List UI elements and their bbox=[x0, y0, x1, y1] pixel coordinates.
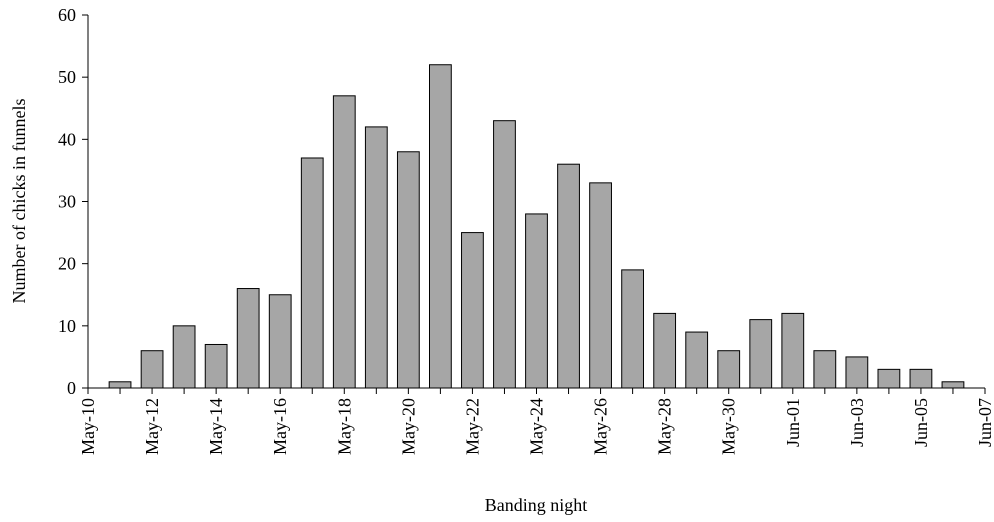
y-tick-label: 60 bbox=[58, 5, 76, 25]
bar bbox=[653, 312, 677, 389]
bar bbox=[300, 157, 324, 389]
bar bbox=[140, 350, 164, 389]
y-tick-label: 30 bbox=[58, 192, 76, 212]
x-tick-label: May-20 bbox=[398, 398, 418, 455]
bar bbox=[717, 350, 741, 389]
x-tick-label: May-14 bbox=[206, 398, 226, 455]
y-tick-label: 10 bbox=[58, 316, 76, 336]
x-tick-label: Jun-07 bbox=[975, 398, 994, 447]
x-tick-label: May-16 bbox=[270, 398, 290, 455]
bar bbox=[268, 294, 292, 389]
bar bbox=[621, 269, 644, 389]
bar bbox=[204, 343, 228, 389]
y-axis-title: Number of chicks in funnels bbox=[9, 99, 29, 304]
x-tick-label: May-26 bbox=[591, 398, 611, 455]
bar bbox=[685, 331, 709, 389]
bar bbox=[557, 163, 580, 389]
x-tick-label: May-18 bbox=[334, 398, 354, 455]
bar bbox=[461, 232, 484, 389]
bar bbox=[589, 182, 612, 389]
bar bbox=[813, 350, 837, 389]
bar bbox=[396, 151, 420, 389]
y-tick-label: 50 bbox=[58, 67, 76, 87]
x-tick-label: May-10 bbox=[78, 398, 98, 455]
y-tick-label: 40 bbox=[58, 129, 76, 149]
x-tick-label: Jun-05 bbox=[911, 398, 931, 447]
bar bbox=[493, 120, 516, 389]
x-tick-label: May-30 bbox=[719, 398, 739, 455]
bar bbox=[429, 64, 452, 389]
bar bbox=[525, 213, 548, 389]
x-tick-label: May-12 bbox=[142, 398, 162, 455]
x-tick-label: Jun-01 bbox=[783, 398, 803, 447]
bar bbox=[108, 381, 132, 389]
bar bbox=[845, 356, 869, 389]
y-tick-label: 0 bbox=[67, 378, 76, 398]
bar bbox=[172, 325, 196, 389]
bar bbox=[941, 381, 965, 389]
x-tick-label: May-28 bbox=[655, 398, 675, 455]
bar bbox=[877, 368, 901, 389]
bar bbox=[749, 319, 773, 389]
bar bbox=[332, 95, 356, 389]
x-tick-label: Jun-03 bbox=[847, 398, 867, 447]
bar bbox=[236, 288, 260, 389]
x-tick-label: May-22 bbox=[462, 398, 482, 455]
bar bbox=[364, 126, 388, 389]
x-axis-title: Banding night bbox=[485, 495, 588, 515]
bar bbox=[909, 368, 933, 389]
x-tick-label: May-24 bbox=[527, 398, 547, 455]
y-tick-label: 20 bbox=[58, 254, 76, 274]
bar bbox=[781, 312, 805, 389]
